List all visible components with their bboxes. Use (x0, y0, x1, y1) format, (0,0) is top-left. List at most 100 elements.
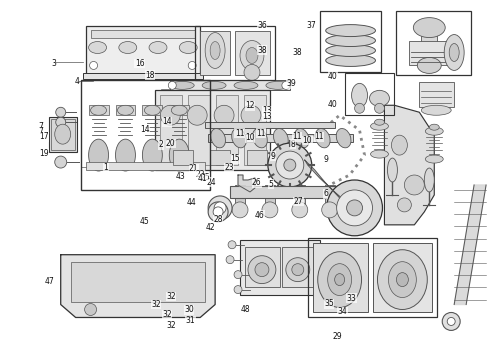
Text: 22: 22 (196, 170, 205, 179)
Ellipse shape (292, 264, 304, 276)
Ellipse shape (337, 190, 372, 226)
Ellipse shape (326, 54, 375, 67)
Ellipse shape (318, 252, 362, 307)
Ellipse shape (424, 168, 434, 192)
Bar (419, 82, 454, 107)
Ellipse shape (208, 202, 228, 222)
Text: 32: 32 (162, 310, 171, 319)
Ellipse shape (442, 312, 460, 330)
Ellipse shape (266, 81, 290, 89)
Ellipse shape (282, 81, 290, 89)
Text: 2: 2 (159, 140, 164, 149)
Text: 7: 7 (39, 127, 44, 136)
Ellipse shape (315, 129, 330, 148)
Ellipse shape (232, 202, 248, 218)
Ellipse shape (145, 105, 160, 115)
Bar (171, 80, 290, 90)
Ellipse shape (116, 139, 135, 171)
Text: 26: 26 (252, 178, 262, 187)
Text: 28: 28 (214, 215, 223, 224)
Ellipse shape (389, 262, 416, 298)
Text: 11: 11 (314, 132, 323, 141)
Ellipse shape (85, 303, 97, 315)
Ellipse shape (234, 271, 242, 279)
Ellipse shape (188, 62, 196, 69)
Text: 19: 19 (39, 149, 49, 158)
Bar (81, 80, 210, 190)
Text: 33: 33 (346, 294, 356, 303)
Bar (200, 31, 230, 75)
Ellipse shape (211, 129, 225, 148)
Ellipse shape (244, 64, 260, 80)
Text: 38: 38 (257, 46, 267, 55)
Ellipse shape (234, 81, 258, 89)
Ellipse shape (286, 258, 310, 282)
Bar (210, 150, 230, 165)
Ellipse shape (355, 103, 365, 113)
Bar (230, 186, 360, 198)
Bar (325, 185, 335, 210)
Ellipse shape (56, 117, 66, 127)
Ellipse shape (377, 250, 427, 310)
Ellipse shape (369, 90, 390, 106)
Bar (155, 90, 270, 170)
Ellipse shape (90, 62, 98, 69)
Text: 30: 30 (184, 305, 194, 314)
Text: 27: 27 (294, 197, 303, 206)
Bar (308, 238, 437, 318)
Ellipse shape (255, 263, 269, 276)
Ellipse shape (149, 41, 167, 54)
Ellipse shape (284, 159, 296, 171)
Bar (71, 262, 205, 302)
Ellipse shape (187, 105, 207, 125)
Bar (344, 73, 394, 115)
Ellipse shape (169, 139, 189, 171)
Ellipse shape (118, 105, 133, 115)
Text: 31: 31 (186, 316, 195, 325)
Bar (313, 243, 368, 312)
Text: 47: 47 (45, 276, 54, 285)
Text: 13: 13 (262, 112, 272, 121)
Bar (372, 243, 432, 312)
Polygon shape (238, 175, 255, 192)
Ellipse shape (89, 139, 108, 171)
Bar (51, 119, 74, 150)
Ellipse shape (202, 81, 226, 89)
Bar (205, 122, 335, 128)
Bar (216, 95, 238, 165)
Text: 37: 37 (306, 21, 316, 30)
Ellipse shape (444, 35, 464, 71)
Bar (160, 95, 182, 165)
Ellipse shape (397, 198, 412, 212)
Ellipse shape (346, 200, 363, 216)
Ellipse shape (226, 256, 234, 264)
Ellipse shape (392, 135, 407, 155)
Ellipse shape (336, 129, 351, 148)
Ellipse shape (326, 45, 375, 57)
Text: 4: 4 (74, 77, 79, 86)
Text: 23: 23 (224, 163, 234, 172)
Text: 39: 39 (287, 80, 296, 89)
Ellipse shape (179, 41, 197, 54)
Text: 34: 34 (338, 307, 347, 316)
Ellipse shape (89, 41, 106, 54)
Ellipse shape (208, 196, 232, 220)
Bar (295, 185, 305, 210)
Ellipse shape (447, 318, 455, 325)
Ellipse shape (388, 158, 397, 182)
Text: 11: 11 (293, 132, 302, 141)
Text: 32: 32 (151, 300, 161, 309)
Ellipse shape (370, 122, 389, 130)
Text: 38: 38 (293, 48, 302, 57)
Bar (49, 117, 76, 152)
Ellipse shape (326, 35, 375, 46)
Ellipse shape (171, 81, 194, 89)
Text: 12: 12 (245, 101, 255, 110)
Text: 9: 9 (323, 156, 328, 165)
Bar (240, 240, 319, 294)
Ellipse shape (374, 103, 385, 113)
Text: 42: 42 (206, 223, 216, 232)
Ellipse shape (404, 175, 424, 195)
Polygon shape (385, 105, 434, 225)
Ellipse shape (55, 124, 71, 144)
